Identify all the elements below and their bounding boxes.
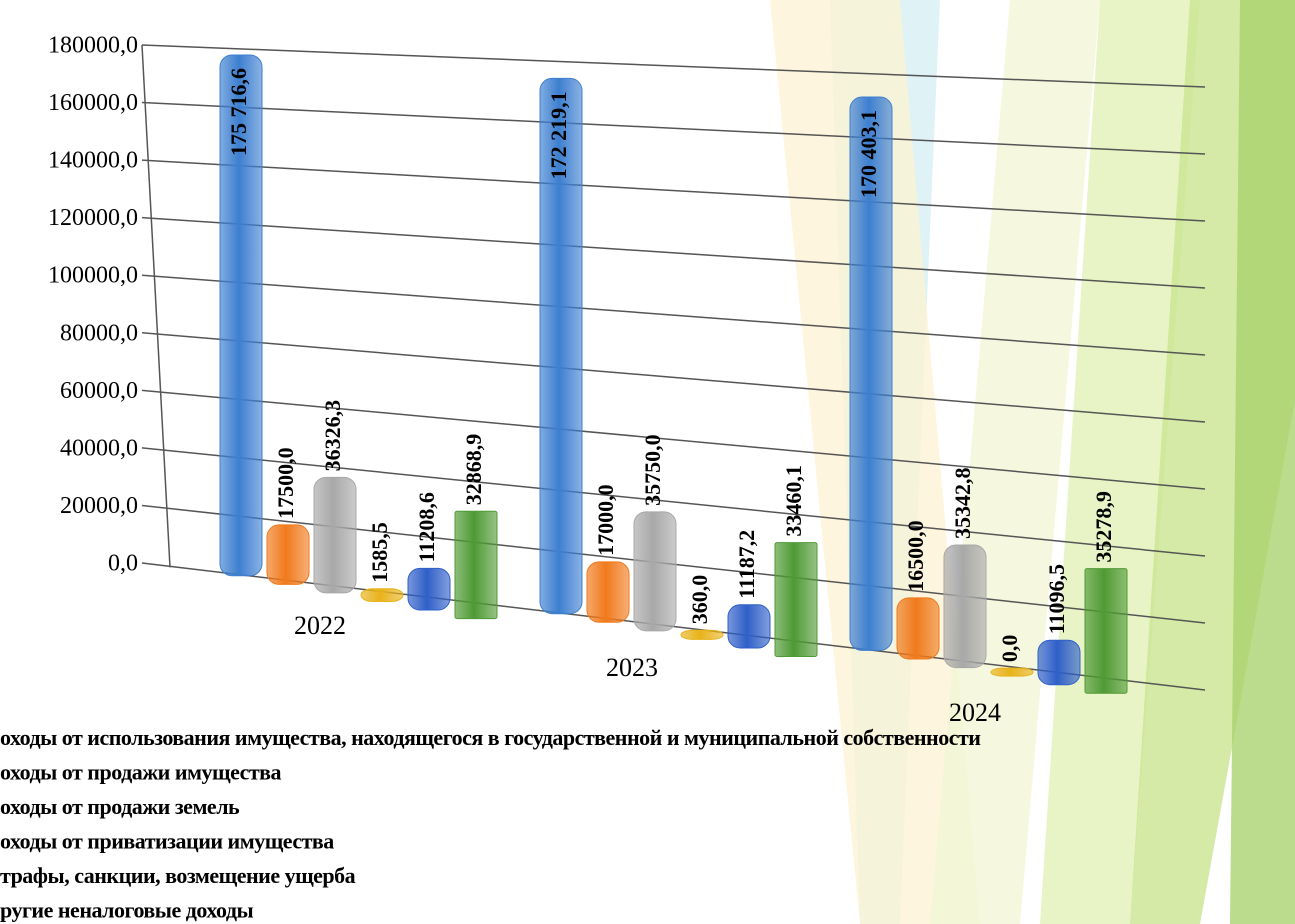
data-label: 0,0 — [997, 635, 1022, 663]
data-label: 32868,9 — [461, 434, 486, 506]
data-label: 1585,5 — [367, 522, 392, 583]
grid-line — [141, 101, 1206, 155]
legend-label: оходы от использования имущества, находя… — [0, 725, 981, 750]
bar — [1084, 568, 1128, 694]
background-decoration — [770, 0, 1295, 924]
bar — [539, 77, 583, 615]
data-label: 170 403,1 — [856, 110, 881, 198]
x-tick-label: 2022 — [294, 611, 346, 640]
bar — [896, 597, 940, 660]
bar — [586, 561, 630, 623]
legend-label: оходы от приватизации имущества — [0, 829, 334, 854]
grid-line — [141, 216, 1206, 289]
bar — [633, 511, 677, 632]
data-label: 17500,0 — [273, 447, 298, 519]
bar — [727, 604, 771, 649]
data-label: 172 219,1 — [546, 91, 571, 179]
bar — [454, 510, 498, 620]
bar — [219, 54, 263, 577]
y-tick-label: 20000,0 — [60, 493, 138, 519]
y-tick-label: 160000,0 — [48, 90, 138, 116]
data-label: 11096,5 — [1044, 564, 1069, 634]
grid-line — [141, 332, 1206, 423]
data-label: 36326,3 — [320, 400, 345, 472]
y-tick-label: 60000,0 — [60, 378, 138, 404]
bar — [774, 542, 818, 658]
legend-label: трафы, санкции, возмещение ущерба — [0, 863, 356, 888]
bar — [990, 667, 1034, 677]
x-tick-label: 2024 — [949, 698, 1001, 727]
legend-label: оходы от продажи земель — [0, 794, 240, 819]
y-tick-label: 120000,0 — [48, 205, 138, 231]
grid-line — [141, 44, 1206, 88]
data-label: 35342,8 — [950, 467, 975, 539]
bar — [1037, 639, 1081, 686]
data-label: 175 716,6 — [226, 68, 251, 156]
y-tick-label: 140000,0 — [48, 148, 138, 174]
bar — [849, 96, 893, 651]
data-label: 360,0 — [687, 575, 712, 625]
y-tick-label: 40000,0 — [60, 435, 138, 461]
data-label: 35278,9 — [1091, 491, 1116, 563]
x-tick-label: 2023 — [606, 653, 658, 682]
data-label: 33460,1 — [781, 465, 806, 537]
grid-line — [141, 389, 1206, 490]
grid-line — [141, 274, 1206, 356]
bar — [407, 567, 451, 611]
data-label: 11208,6 — [414, 492, 439, 562]
grid-line — [141, 447, 1206, 557]
y-tick-label: 80000,0 — [60, 320, 138, 346]
data-label: 17000,0 — [593, 484, 618, 556]
y-tick-label: 100000,0 — [48, 263, 138, 289]
data-label: 16500,0 — [903, 520, 928, 592]
axis-line — [141, 44, 171, 568]
legend-label: ругие неналоговые доходы — [0, 898, 253, 923]
bar — [313, 476, 357, 594]
legend-label: оходы от продажи имущества — [0, 760, 282, 785]
bar — [680, 629, 724, 640]
bar — [943, 544, 987, 669]
y-tick-label: 0,0 — [108, 551, 138, 577]
data-label: 11187,2 — [734, 530, 759, 599]
bar — [266, 524, 310, 585]
bar — [360, 588, 404, 602]
data-label: 35750,0 — [640, 434, 665, 506]
y-tick-label: 180000,0 — [48, 33, 138, 59]
grid-line — [141, 159, 1206, 222]
